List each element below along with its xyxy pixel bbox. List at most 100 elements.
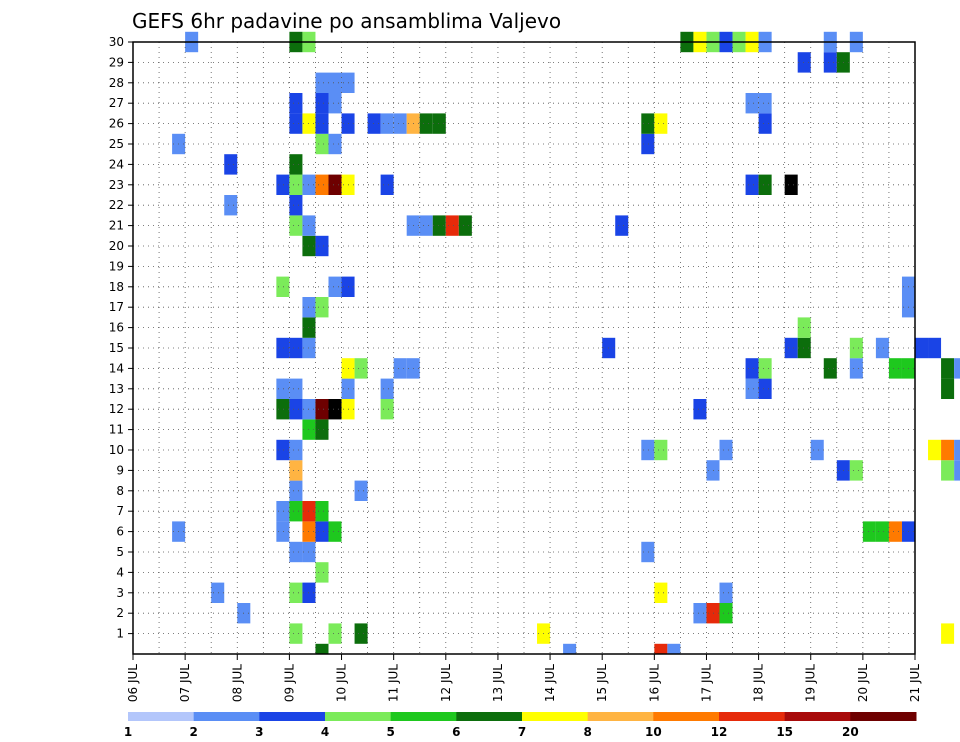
heat-cell (224, 195, 238, 216)
heat-cell (367, 113, 381, 134)
heat-cell (797, 52, 811, 73)
heat-cell (276, 521, 290, 542)
heat-cell (315, 235, 329, 257)
legend-label: 7 (518, 725, 526, 739)
y-tick-label: 3 (116, 586, 124, 600)
heat-cell (915, 337, 929, 359)
heat-cell (693, 603, 707, 624)
heat-cell (328, 133, 342, 155)
heat-cell (328, 399, 342, 420)
x-tick-label: 15 JUL (595, 664, 609, 702)
heat-cell (758, 174, 772, 195)
y-tick-label: 27 (109, 96, 124, 110)
x-tick-label: 12 JUL (439, 664, 453, 702)
x-tick-label: 20 JUL (856, 664, 870, 702)
y-tick-label: 2 (116, 606, 124, 620)
heat-cell (745, 174, 759, 195)
heat-cell (276, 378, 290, 399)
heat-cell (849, 358, 863, 379)
heat-cell (380, 399, 394, 420)
heat-cell (328, 276, 342, 297)
heat-cell (328, 174, 342, 195)
heat-cell (654, 643, 668, 654)
heat-cell (315, 562, 329, 583)
heat-cell (276, 439, 290, 461)
y-axis: 1234567891011121314151617181920212223242… (109, 35, 133, 641)
heat-cell (458, 215, 472, 236)
y-tick-label: 18 (109, 280, 124, 294)
heat-cell (328, 93, 342, 114)
y-tick-label: 13 (109, 382, 124, 396)
legend-swatch (390, 712, 457, 721)
heat-cell (928, 337, 942, 359)
heat-cell (849, 337, 863, 359)
y-tick-label: 6 (116, 525, 124, 539)
y-tick-label: 26 (109, 117, 124, 131)
heat-cell (289, 480, 303, 501)
heat-cell (745, 378, 759, 399)
heat-cell (758, 93, 772, 114)
heat-cell (289, 113, 303, 134)
heat-cell (289, 378, 303, 399)
x-tick-label: 08 JUL (230, 664, 244, 702)
heat-cell (445, 215, 459, 236)
heat-cell (276, 399, 290, 420)
legend-swatch (850, 712, 917, 721)
heat-cell (393, 358, 407, 379)
legend-swatch (259, 712, 326, 721)
heat-cell (289, 501, 303, 522)
heat-cell (315, 72, 329, 93)
x-tick-label: 13 JUL (491, 664, 505, 702)
heat-cell (315, 399, 329, 420)
heat-cell (875, 337, 889, 359)
cells-layer (172, 31, 960, 654)
heat-cell (328, 72, 342, 93)
x-tick-label: 11 JUL (387, 664, 401, 702)
heat-cell (797, 317, 811, 338)
heat-cell (289, 623, 303, 644)
legend-swatch (653, 712, 720, 721)
y-tick-label: 17 (109, 300, 124, 314)
heat-cell (758, 378, 772, 399)
heat-cell (289, 154, 303, 175)
heat-cell (328, 521, 342, 542)
heat-cell (289, 399, 303, 420)
legend-label: 20 (842, 725, 859, 739)
heat-cell (380, 113, 394, 134)
legend-swatch (522, 712, 589, 721)
heat-cell (667, 643, 681, 654)
heat-cell (432, 215, 446, 236)
y-tick-label: 24 (109, 157, 124, 171)
heat-cell (289, 174, 303, 195)
legend-swatch (193, 712, 260, 721)
y-tick-label: 15 (109, 341, 124, 355)
x-tick-label: 07 JUL (178, 664, 192, 702)
legend-label: 2 (189, 725, 197, 739)
x-axis: 06 JUL 07 JUL 08 JUL 09 JUL 10 JUL 11 JUL 12 J… (126, 654, 922, 702)
legend-label: 8 (583, 725, 591, 739)
heat-cell (563, 643, 577, 654)
heat-cell (289, 215, 303, 236)
heat-cell (315, 501, 329, 522)
heat-cell (276, 276, 290, 297)
heat-cell (419, 113, 433, 134)
y-tick-label: 4 (116, 565, 124, 579)
y-tick-label: 10 (109, 443, 124, 457)
heat-cell (654, 113, 668, 134)
heat-cell (719, 582, 733, 603)
y-tick-label: 28 (109, 76, 124, 90)
y-tick-label: 7 (116, 504, 124, 518)
heat-cell (315, 643, 329, 654)
heat-cell (393, 113, 407, 134)
legend-swatch (456, 712, 523, 721)
heat-cell (354, 480, 368, 501)
heat-cell (875, 521, 889, 542)
heat-cell (784, 337, 798, 359)
y-tick-label: 11 (109, 423, 124, 437)
heat-cell (289, 195, 303, 216)
heat-cell (328, 623, 342, 644)
heat-cell (315, 93, 329, 114)
heat-cell (941, 460, 955, 481)
heat-cell (706, 460, 720, 481)
heat-cell (289, 439, 303, 461)
